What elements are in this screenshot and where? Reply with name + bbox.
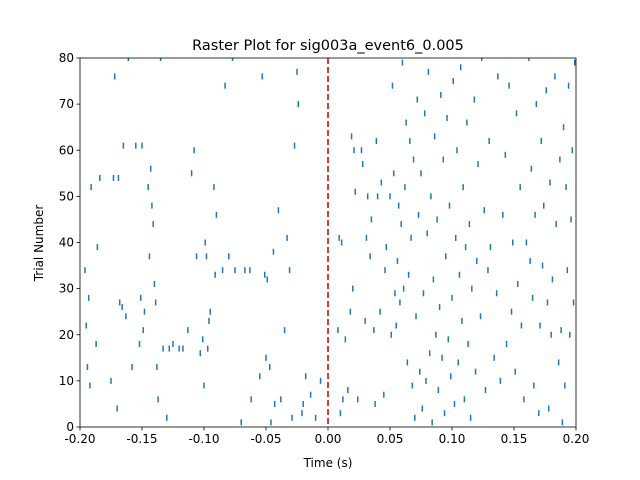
x-tick-label: 0.00 — [315, 432, 342, 446]
x-axis-label: Time (s) — [303, 456, 353, 470]
x-tick-label: -0.05 — [250, 432, 281, 446]
y-tick-label: 20 — [59, 328, 74, 342]
y-tick-label: 40 — [59, 236, 74, 250]
y-axis-label: Trial Number — [32, 205, 46, 283]
x-tick-label: -0.10 — [188, 432, 219, 446]
y-tick-label: 80 — [59, 51, 74, 65]
x-tick-label: -0.15 — [126, 432, 157, 446]
y-tick-label: 30 — [59, 282, 74, 296]
y-tick-label: 50 — [59, 189, 74, 203]
y-axis-ticks: 0 10 20 30 40 50 60 70 80 — [59, 51, 80, 434]
spike-marks — [84, 58, 576, 426]
y-tick-label: 60 — [59, 143, 74, 157]
x-tick-label: 0.20 — [563, 432, 590, 446]
chart-title: Raster Plot for sig003a_event6_0.005 — [192, 38, 464, 54]
x-axis-ticks: -0.20 -0.15 -0.10 -0.05 0.00 0.05 0.10 0.15 0.20 — [64, 427, 589, 446]
y-tick-label: 10 — [59, 374, 74, 388]
x-tick-label: 0.10 — [439, 432, 466, 446]
y-tick-label: 70 — [59, 97, 74, 111]
x-tick-label: 0.15 — [501, 432, 528, 446]
x-tick-label: -0.20 — [64, 432, 95, 446]
y-tick-label: 0 — [66, 420, 74, 434]
x-tick-label: 0.05 — [377, 432, 404, 446]
